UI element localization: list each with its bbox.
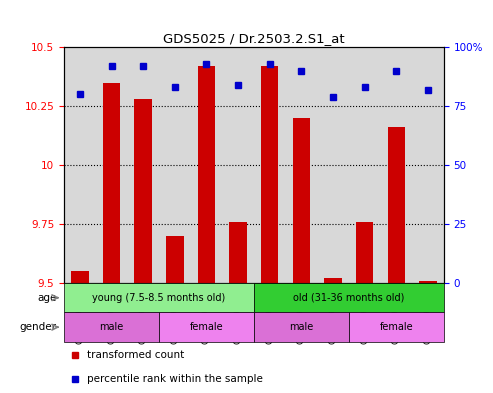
Text: female: female — [380, 322, 413, 332]
Bar — [261, 66, 279, 283]
Text: percentile rank within the sample: percentile rank within the sample — [87, 374, 263, 384]
Text: male: male — [100, 322, 124, 332]
Bar — [356, 222, 373, 283]
Text: male: male — [289, 322, 314, 332]
Text: female: female — [190, 322, 223, 332]
Text: old (31-36 months old): old (31-36 months old) — [293, 293, 404, 303]
Bar — [387, 127, 405, 283]
Bar — [419, 281, 437, 283]
Text: young (7.5-8.5 months old): young (7.5-8.5 months old) — [92, 293, 226, 303]
Bar — [293, 118, 310, 283]
Bar — [324, 278, 342, 283]
Bar — [198, 66, 215, 283]
Bar — [64, 312, 159, 342]
Bar — [254, 312, 349, 342]
Text: gender: gender — [20, 322, 57, 332]
Bar — [103, 83, 120, 283]
Bar — [71, 271, 89, 283]
Bar — [349, 312, 444, 342]
Bar — [229, 222, 247, 283]
Bar — [166, 236, 183, 283]
Text: transformed count: transformed count — [87, 350, 184, 360]
Title: GDS5025 / Dr.2503.2.S1_at: GDS5025 / Dr.2503.2.S1_at — [163, 31, 345, 44]
Bar — [159, 312, 254, 342]
Bar — [135, 99, 152, 283]
Bar — [64, 283, 254, 312]
Bar — [254, 283, 444, 312]
Text: age: age — [37, 293, 57, 303]
